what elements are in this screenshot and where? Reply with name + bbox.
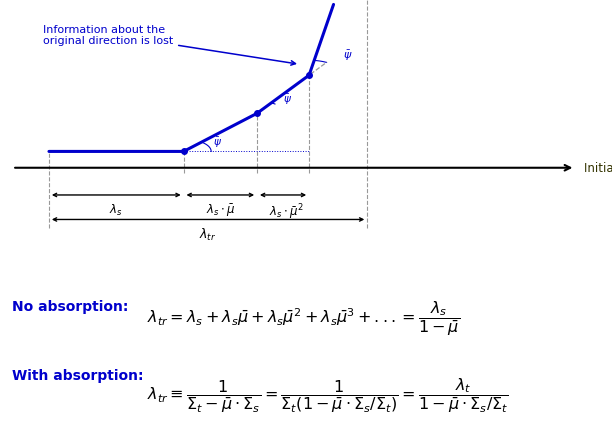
Text: No absorption:: No absorption:	[12, 300, 129, 314]
Text: $\bar{\psi}$: $\bar{\psi}$	[213, 136, 222, 150]
Text: $\lambda_{tr} \equiv \dfrac{1}{\Sigma_t - \bar{\mu}\cdot\Sigma_s} = \dfrac{1}{\S: $\lambda_{tr} \equiv \dfrac{1}{\Sigma_t …	[147, 375, 509, 413]
Text: $\lambda_s \cdot \bar{\mu}$: $\lambda_s \cdot \bar{\mu}$	[206, 202, 235, 219]
Text: Information about the
original direction is lost: Information about the original direction…	[43, 25, 296, 66]
Text: $\lambda_s$: $\lambda_s$	[110, 202, 123, 217]
Text: Initial direction: Initial direction	[584, 162, 612, 175]
Text: With absorption:: With absorption:	[12, 368, 144, 382]
Text: $\lambda_{tr}$: $\lambda_{tr}$	[200, 227, 217, 243]
Text: $\lambda_s \cdot \bar{\mu}^2$: $\lambda_s \cdot \bar{\mu}^2$	[269, 202, 304, 222]
Text: $\bar{\psi}$: $\bar{\psi}$	[283, 93, 292, 107]
Text: $\bar{\psi}$: $\bar{\psi}$	[343, 48, 353, 62]
Text: $\lambda_{tr} = \lambda_s + \lambda_s\bar{\mu} + \lambda_s\bar{\mu}^2 + \lambda_: $\lambda_{tr} = \lambda_s + \lambda_s\ba…	[147, 298, 460, 337]
